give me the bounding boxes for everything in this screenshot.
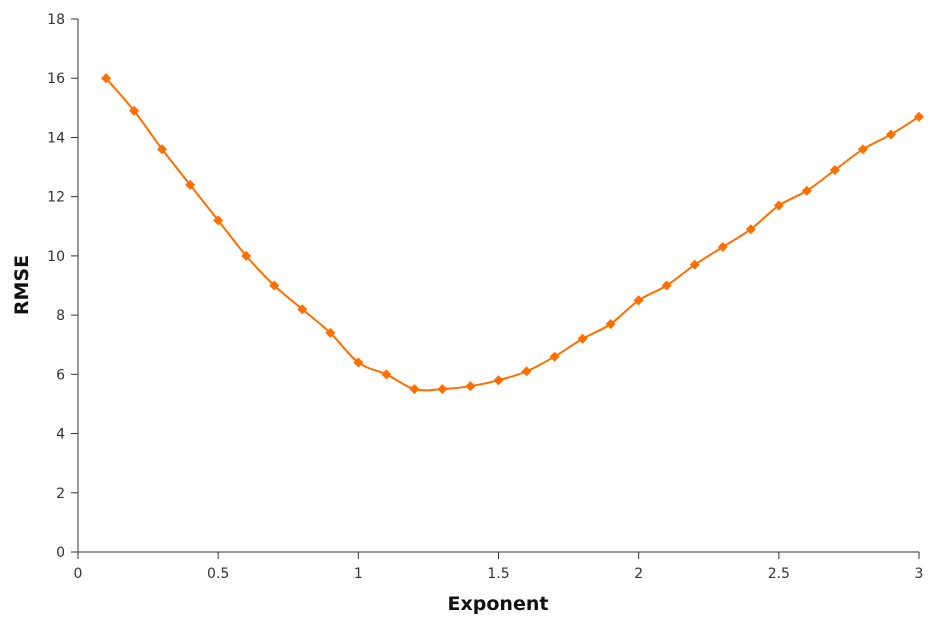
data-point-marker (549, 351, 560, 362)
data-point-marker (241, 250, 252, 261)
data-point-marker (437, 384, 448, 395)
y-tick-label: 12 (47, 190, 65, 206)
data-point-marker (269, 280, 280, 291)
data-point-marker (773, 200, 784, 211)
data-point-marker (213, 215, 224, 226)
data-point-marker (605, 318, 616, 329)
data-point-marker (465, 381, 476, 392)
data-point-marker (857, 144, 868, 155)
x-tick-label: 1.5 (487, 566, 509, 582)
plot-area (101, 73, 924, 395)
data-point-marker (885, 129, 896, 140)
x-tick-label: 2 (634, 566, 643, 582)
y-axis-title: RMSE (11, 255, 33, 315)
data-point-marker (129, 105, 140, 116)
y-tick-label: 6 (56, 367, 65, 383)
data-point-marker (297, 304, 308, 315)
y-tick-label: 4 (56, 427, 65, 443)
data-point-marker (521, 366, 532, 377)
y-tick-label: 18 (47, 12, 65, 28)
x-tick-label: 2.5 (768, 566, 790, 582)
series-line (105, 77, 920, 392)
data-point-marker (353, 357, 364, 368)
data-point-marker (157, 144, 168, 155)
y-axis-ticks: 0 2 4 6 8 10 12 14 16 18 (47, 12, 78, 561)
y-tick-label: 2 (56, 486, 65, 502)
data-point-marker (829, 165, 840, 176)
y-tick-label: 14 (47, 130, 65, 146)
x-tick-label: 0.5 (207, 566, 229, 582)
data-point-marker (914, 111, 924, 122)
data-point-marker (325, 327, 336, 338)
data-point-marker (185, 179, 196, 190)
data-point-marker (493, 375, 504, 386)
y-tick-label: 0 (56, 545, 65, 561)
data-point-marker (689, 259, 700, 270)
y-tick-label: 10 (47, 249, 65, 265)
data-point-marker (409, 384, 420, 395)
x-axis-ticks: 0 0.5 1 1.5 2 2.5 3 (74, 552, 924, 582)
data-point-marker (717, 242, 728, 253)
y-tick-label: 8 (56, 308, 65, 324)
x-tick-label: 1 (354, 566, 363, 582)
x-tick-label: 0 (74, 566, 83, 582)
data-point-marker (801, 185, 812, 196)
x-axis-title: Exponent (448, 593, 549, 615)
x-tick-label: 3 (915, 566, 924, 582)
y-tick-label: 16 (47, 71, 65, 87)
data-point-marker (633, 295, 644, 306)
data-point-marker (661, 280, 672, 291)
data-point-marker (577, 333, 588, 344)
data-point-marker (381, 369, 392, 380)
data-point-marker (101, 73, 112, 84)
data-point-marker (745, 224, 756, 235)
